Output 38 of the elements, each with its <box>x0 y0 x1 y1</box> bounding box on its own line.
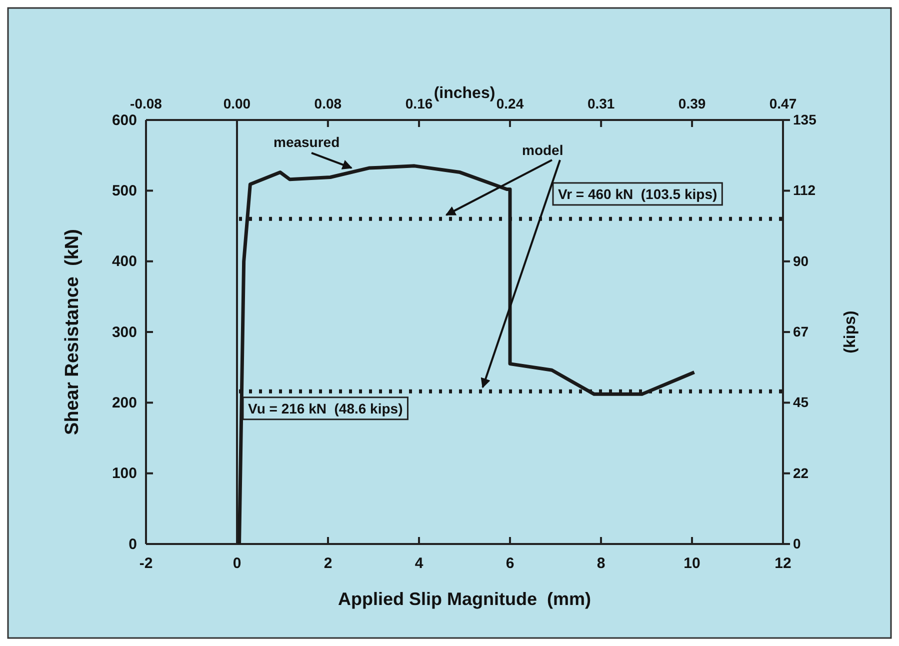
x2-tick-label: 0.47 <box>769 96 797 112</box>
ref-line-label: Vu = 216 kN (48.6 kips) <box>248 400 403 416</box>
x-tick-label: 6 <box>506 555 514 572</box>
annotation: measured <box>274 134 340 150</box>
y2-tick-label: 45 <box>793 394 809 410</box>
x2-tick-label: 0.24 <box>496 96 524 112</box>
x-tick-label: 0 <box>232 555 242 572</box>
x-tick-label: 2 <box>324 555 332 572</box>
y2-axis-title: (kips) <box>842 310 859 354</box>
y-tick-label: 300 <box>112 324 137 341</box>
y-tick-label: 600 <box>112 112 137 129</box>
y2-tick-label: 67 <box>793 324 809 340</box>
x2-tick-label: 0.00 <box>223 96 251 112</box>
annotation: model <box>522 142 564 158</box>
y-tick-label: 100 <box>112 465 137 482</box>
y-tick-label: 400 <box>112 253 137 270</box>
y2-tick-label: 112 <box>793 182 816 198</box>
x-tick-label: -2 <box>139 555 153 572</box>
x-tick-label: 10 <box>684 555 700 572</box>
y2-tick-label: 135 <box>793 111 817 128</box>
y-tick-label: 0 <box>128 536 137 553</box>
x2-tick-label: 0.08 <box>314 96 342 112</box>
y2-tick-label: 90 <box>793 252 809 269</box>
x-tick-label: 12 <box>774 555 792 572</box>
x2-axis-title: (inches) <box>434 85 496 102</box>
y-tick-label: 500 <box>112 182 137 200</box>
x-axis-title: Applied Slip Magnitude (mm) <box>338 589 591 609</box>
x2-tick-label: 0.39 <box>678 96 706 112</box>
x-tick-label: 4 <box>414 555 424 572</box>
ref-line-label: Vr = 460 kN (103.5 kips) <box>558 186 718 202</box>
x2-tick-label: -0.08 <box>130 96 162 112</box>
x-tick-label: 8 <box>596 555 606 572</box>
y-tick-label: 200 <box>112 394 137 412</box>
y2-tick-label: 0 <box>793 535 801 552</box>
x2-tick-label: 0.16 <box>405 96 433 112</box>
y-axis-title: Shear Resistance (kN) <box>62 229 83 435</box>
x2-tick-label: 0.31 <box>587 96 615 112</box>
y2-tick-label: 22 <box>793 464 809 481</box>
